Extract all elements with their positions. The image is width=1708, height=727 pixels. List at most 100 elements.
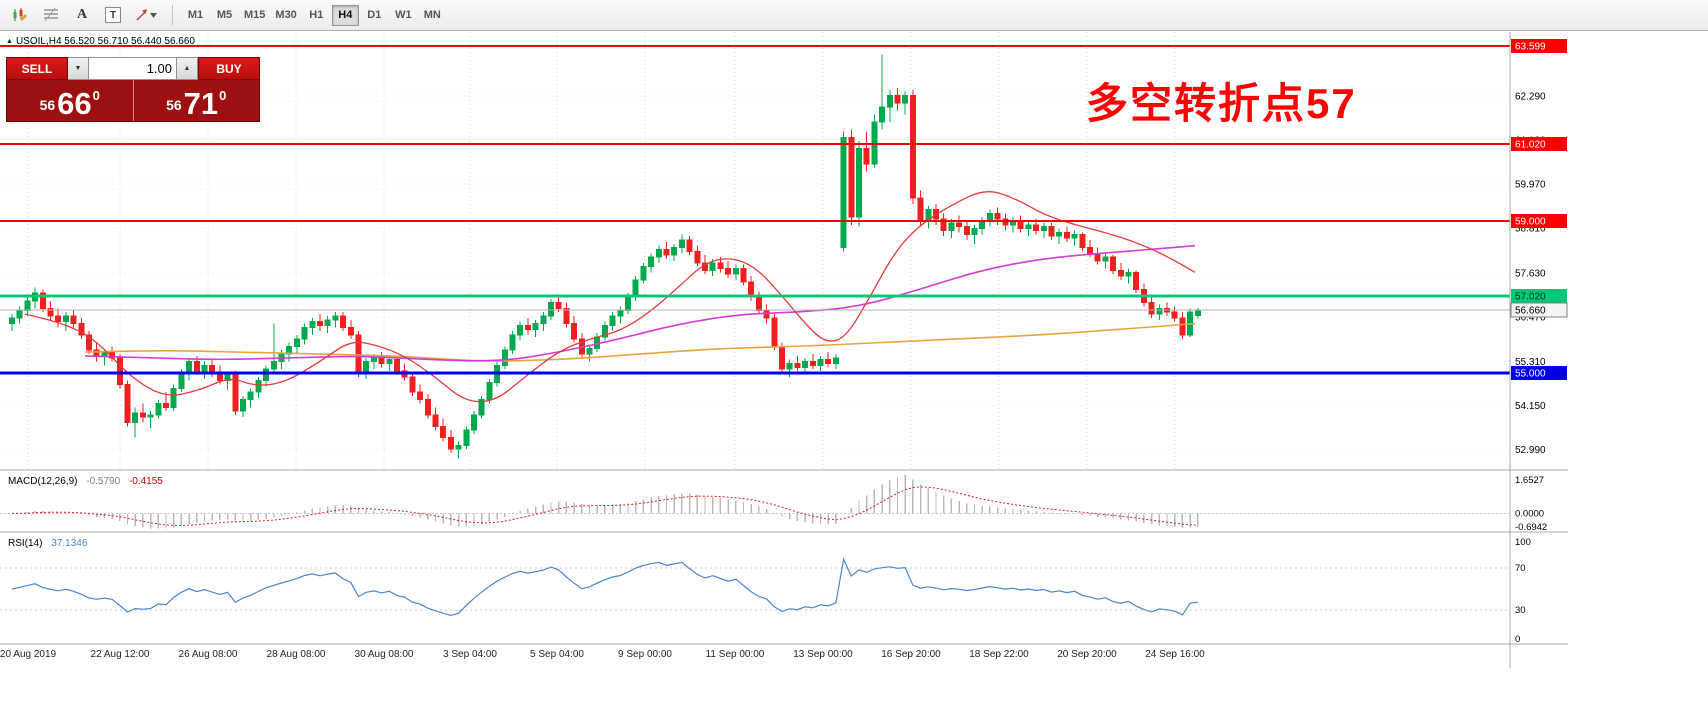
candle-body-down bbox=[755, 296, 762, 311]
candle-body-up bbox=[24, 300, 31, 311]
timeframe-button-m30[interactable]: M30 bbox=[275, 9, 297, 21]
candle-body-up bbox=[16, 309, 23, 319]
volume-up-button[interactable]: ▲ bbox=[177, 57, 198, 80]
fibonacci-icon[interactable] bbox=[37, 3, 65, 27]
timeframe-button-m15[interactable]: M15 bbox=[244, 9, 266, 21]
candle-body-up bbox=[471, 414, 477, 431]
candle-body-up bbox=[1156, 307, 1163, 315]
candle-body-up bbox=[648, 256, 655, 268]
chart-objects-icon[interactable] bbox=[6, 3, 34, 27]
rsi-axis-label: 70 bbox=[1515, 563, 1526, 574]
text-label-icon[interactable]: A bbox=[68, 3, 96, 27]
candle-body-up bbox=[486, 382, 493, 401]
rsi-indicator-label: RSI(14) 37.1346 bbox=[8, 538, 87, 549]
timeframe-toolbar: M1 M5 M15 M30 H1 H4 D1 W1 MN bbox=[181, 4, 447, 26]
rsi-axis-label: 100 bbox=[1515, 537, 1531, 548]
candle-body-down bbox=[771, 317, 778, 347]
candle-body-down bbox=[193, 361, 200, 372]
candle-body-down bbox=[863, 148, 870, 165]
sell-price[interactable]: 56 66 0 bbox=[7, 80, 134, 121]
candle-body-down bbox=[848, 136, 855, 218]
time-axis-label: 28 Aug 08:00 bbox=[267, 649, 326, 660]
candle-body-up bbox=[732, 267, 739, 275]
timeframe-button-d1[interactable]: D1 bbox=[367, 9, 382, 21]
candle-body-up bbox=[247, 391, 254, 401]
candle-body-down bbox=[116, 357, 123, 385]
candle-body-up bbox=[132, 412, 139, 423]
candle-body-down bbox=[956, 222, 963, 228]
macd-value-2: -0.4155 bbox=[128, 476, 163, 487]
candle-body-up bbox=[817, 359, 824, 366]
buy-price[interactable]: 56 71 0 bbox=[134, 80, 260, 121]
buy-price-big: 71 bbox=[183, 85, 219, 121]
candle-body-up bbox=[386, 359, 393, 365]
trade-widget-controls: SELL ▼ ▲ BUY bbox=[6, 57, 260, 80]
candle-body-down bbox=[794, 363, 801, 368]
candle-body-up bbox=[532, 323, 539, 330]
toolbar-separator bbox=[172, 5, 173, 25]
candle-body-down bbox=[563, 307, 570, 325]
timeframe-button-mn[interactable]: MN bbox=[423, 9, 441, 21]
timeframe-button-h1[interactable]: H1 bbox=[309, 9, 324, 21]
candle-body-down bbox=[909, 94, 916, 199]
candle-body-up bbox=[240, 399, 246, 412]
candle-body-up bbox=[255, 380, 262, 393]
buy-price-sup: 0 bbox=[219, 88, 227, 103]
draw-tools-glyph bbox=[136, 9, 157, 21]
candle-body-down bbox=[779, 345, 785, 370]
candle-body-up bbox=[517, 325, 524, 336]
candle-body-up bbox=[1102, 256, 1109, 262]
macd-axis-label: 1.6527 bbox=[1515, 475, 1544, 486]
rsi-value: 37.1346 bbox=[51, 538, 88, 549]
chart-expander-icon[interactable]: ▲ bbox=[6, 38, 13, 45]
ma-line-magenta bbox=[84, 244, 1196, 362]
volume-input[interactable] bbox=[89, 57, 177, 80]
price-badge-label: 57.020 bbox=[1515, 292, 1546, 303]
time-axis-label: 11 Sep 00:00 bbox=[706, 649, 765, 660]
timeframe-button-h4[interactable]: H4 bbox=[331, 4, 359, 26]
candle-body-down bbox=[717, 262, 724, 269]
candle-body-up bbox=[671, 247, 678, 256]
candle-body-down bbox=[39, 292, 46, 309]
candle-body-down bbox=[163, 402, 169, 408]
price-badge-label: 59.000 bbox=[1515, 216, 1546, 227]
timeframe-button-m5[interactable]: M5 bbox=[216, 9, 233, 21]
macd-axis-label: 0.0000 bbox=[1515, 508, 1544, 519]
rsi-line bbox=[11, 557, 1198, 617]
timeframe-button-w1[interactable]: W1 bbox=[395, 9, 412, 21]
candle-body-up bbox=[301, 326, 308, 340]
buy-button[interactable]: BUY bbox=[198, 57, 260, 80]
time-axis-label: 5 Sep 04:00 bbox=[530, 649, 584, 660]
time-axis-label: 24 Sep 16:00 bbox=[1145, 649, 1205, 660]
candle-body-up bbox=[293, 338, 300, 347]
price-badge-label: 55.000 bbox=[1515, 369, 1546, 380]
candle-body-up bbox=[986, 212, 993, 222]
macd-value-1: -0.5790 bbox=[86, 476, 121, 487]
price-tick-label: 54.150 bbox=[1515, 401, 1546, 412]
price-badge-label: 61.020 bbox=[1515, 140, 1546, 151]
candle-body-up bbox=[609, 315, 616, 327]
volume-dropdown-button[interactable]: ▼ bbox=[68, 57, 89, 80]
text-box-icon[interactable]: T bbox=[99, 3, 127, 27]
candle-body-up bbox=[979, 220, 986, 230]
sell-button[interactable]: SELL bbox=[6, 57, 68, 80]
candle-body-down bbox=[424, 399, 431, 416]
candle-body-up bbox=[178, 372, 185, 389]
draw-tools-icon[interactable] bbox=[130, 3, 164, 27]
symbol-ohlc-text: USOIL,H4 56.520 56.710 56.440 56.660 bbox=[15, 36, 195, 47]
candle-body-down bbox=[432, 414, 439, 427]
candle-body-down bbox=[825, 359, 832, 365]
timeframe-button-m1[interactable]: M1 bbox=[187, 9, 204, 21]
text-box-glyph: T bbox=[105, 7, 121, 23]
macd-indicator-label: MACD(12,26,9) -0.5790 -0.4155 bbox=[8, 476, 163, 487]
candle-body-up bbox=[655, 248, 662, 258]
sell-price-prefix: 56 bbox=[39, 97, 56, 113]
candle-body-down bbox=[124, 383, 131, 423]
candle-body-down bbox=[378, 357, 385, 365]
price-badge-label: 63.599 bbox=[1515, 42, 1546, 53]
candle-body-down bbox=[1063, 231, 1070, 239]
one-click-trade-widget: SELL ▼ ▲ BUY 56 66 0 56 71 0 bbox=[6, 57, 260, 122]
candle-body-up bbox=[332, 315, 339, 321]
candle-body-down bbox=[394, 359, 400, 372]
